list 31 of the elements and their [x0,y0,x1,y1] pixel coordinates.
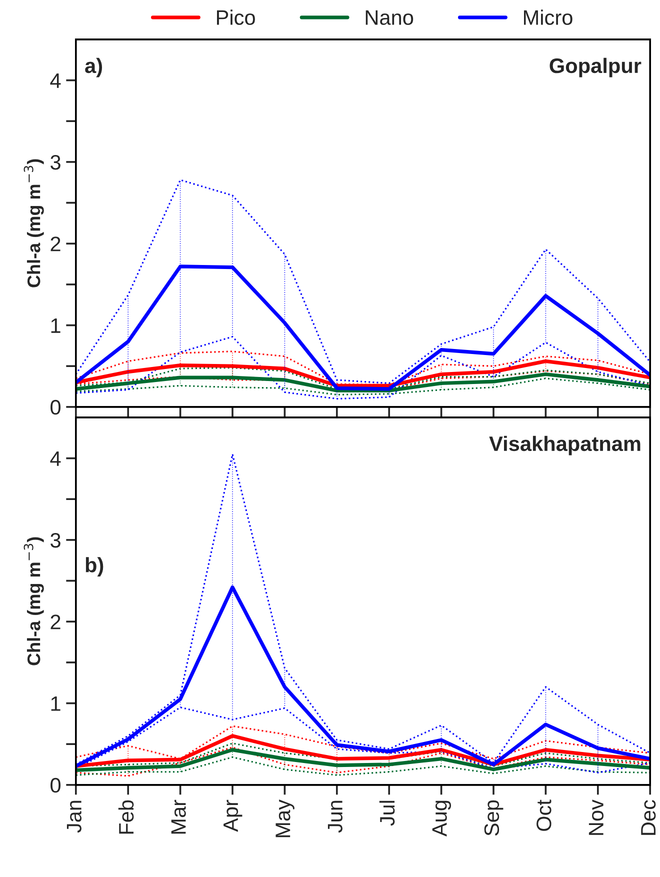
x-tick-label: Feb [118,800,134,834]
y-tick-label: 1 [51,696,60,711]
y-axis-title: Chl-a (mg m$^{−3}$) [24,537,44,666]
x-tick-label: Oct [536,800,552,831]
annotation: b) [86,557,104,577]
x-tick-label: Jan [66,800,82,833]
y-tick-label: 4 [50,74,61,88]
x-tick-label: Dec [641,800,656,835]
x-tick-label: Nov [588,800,604,835]
x-tick-label: Mar [171,800,186,834]
x-tick-label: Jun [328,800,342,833]
annotation: Gopalpur [550,58,642,78]
x-tick-label: Apr [224,800,242,832]
x-tick-label: Jul [379,800,395,826]
y-axis-title: Chl-a (mg m$^{−3}$) [24,159,44,288]
x-tick-label: Aug [432,800,452,837]
annotation: a) [85,58,102,78]
y-tick-label: 0 [50,400,61,415]
legend-label: Pico [217,10,255,25]
x-tick-label: Sep [484,800,504,836]
y-tick-label: 0 [50,778,61,793]
y-tick-label: 1 [51,318,60,333]
annotation: Visakhapatnam [489,436,640,456]
legend-label: Micro [524,10,572,25]
y-tick-label: 4 [50,451,61,466]
x-tick-label: May [276,800,294,838]
y-tick-label: 2 [50,614,60,630]
y-tick-label: 3 [50,532,60,548]
y-tick-label: 2 [50,236,60,252]
legend-label: Nano [366,10,414,25]
y-tick-label: 3 [50,154,60,170]
